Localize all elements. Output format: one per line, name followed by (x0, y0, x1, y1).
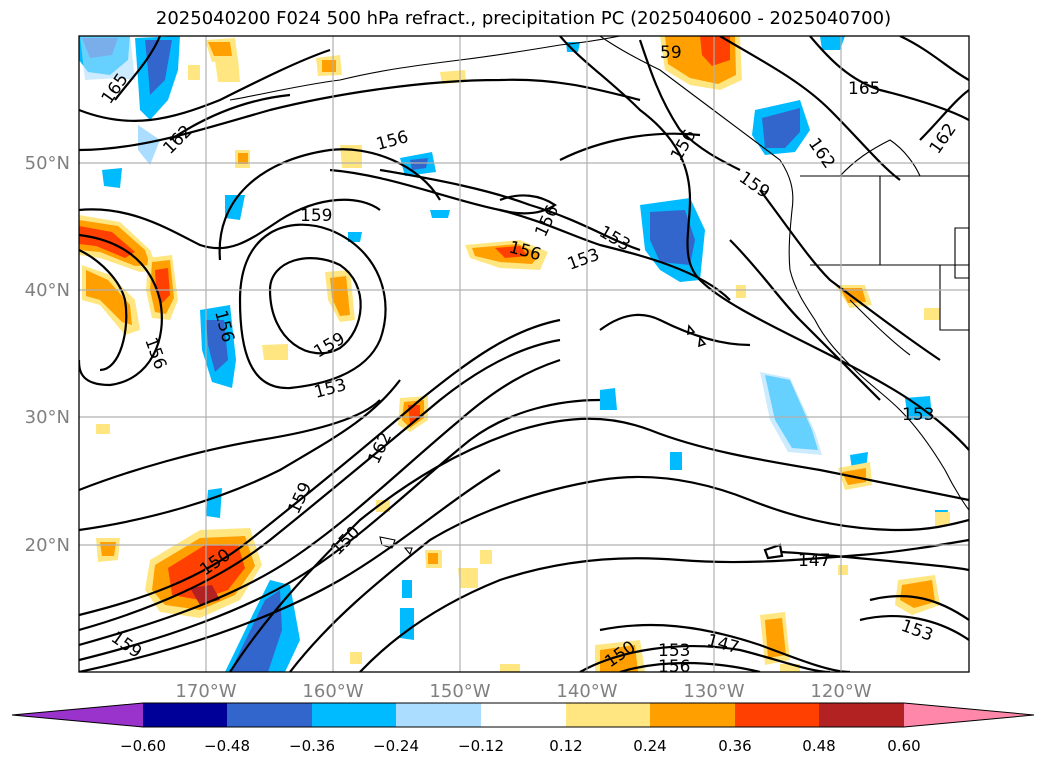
lat-label-50n: 50°N (25, 153, 70, 174)
lon-label-170w: 170°W (175, 681, 236, 702)
colorbar-tick: 0.12 (549, 737, 582, 755)
colorbar-segment (650, 703, 735, 727)
colorbar-outline (11, 702, 1035, 728)
contour-label: 147 (798, 551, 830, 571)
contour-label: 153 (658, 641, 690, 661)
contour-label: 156 (658, 657, 690, 677)
contour-label: 159 (300, 206, 332, 226)
colorbar-tick: −0.60 (120, 737, 166, 755)
colorbar-segment (566, 703, 650, 727)
contour-label: 59 (660, 43, 682, 63)
lat-label-40n: 40°N (25, 280, 70, 301)
colorbar-tick: −0.12 (458, 737, 504, 755)
map-frame-border (78, 35, 970, 673)
colorbar-tick: 0.36 (718, 737, 751, 755)
lon-label-150w: 150°W (429, 681, 490, 702)
colorbar-tick: 0.60 (887, 737, 920, 755)
colorbar-extend-high (904, 703, 1034, 727)
colorbar-extend-low (12, 703, 143, 727)
colorbar-segment (312, 703, 396, 727)
latitude-labels: 50°N 40°N 30°N 20°N (25, 153, 70, 556)
colorbar-segment (227, 703, 312, 727)
colorbar-tick: −0.24 (373, 737, 419, 755)
colorbar-tick: −0.48 (204, 737, 250, 755)
lon-label-140w: 140°W (556, 681, 617, 702)
contour-label: 153 (902, 405, 934, 425)
gridlines (79, 36, 969, 672)
lat-label-20n: 20°N (25, 535, 70, 556)
map-title: 2025040200 F024 500 hPa refract., precip… (155, 8, 892, 29)
colorbar-tick: 0.24 (633, 737, 666, 755)
longitude-labels: 170°W 160°W 150°W 140°W 130°W 120°W (175, 681, 871, 702)
lon-label-120w: 120°W (810, 681, 871, 702)
colorbar-tick-labels: −0.60 −0.48 −0.36 −0.24 −0.12 0.12 0.24 … (120, 737, 921, 755)
colorbar-tick: 0.48 (802, 737, 835, 755)
colorbar-tick: −0.36 (289, 737, 335, 755)
colorbar-segment (481, 703, 566, 727)
colorbar (11, 702, 1035, 728)
colorbar-segment (735, 703, 819, 727)
lon-label-130w: 130°W (683, 681, 744, 702)
coastlines (229, 36, 969, 556)
lat-label-30n: 30°N (25, 407, 70, 428)
colorbar-segment (819, 703, 904, 727)
lon-label-160w: 160°W (302, 681, 363, 702)
colorbar-segment (396, 703, 481, 727)
contour-label: 165 (848, 79, 880, 99)
colorbar-segment (143, 703, 227, 727)
